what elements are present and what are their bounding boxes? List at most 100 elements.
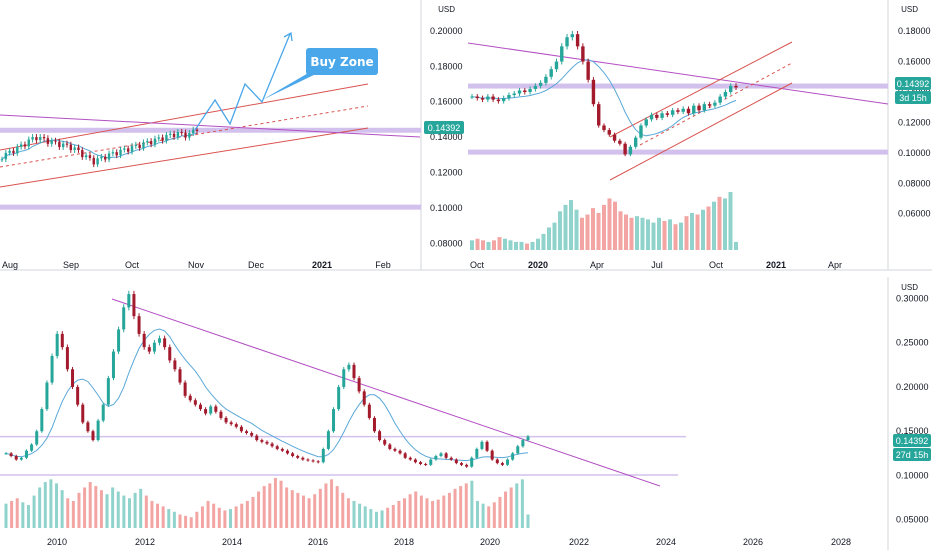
volume-bar [635, 216, 639, 250]
volume-bar [602, 204, 606, 250]
volume-bar [341, 492, 345, 528]
candle-body [142, 142, 145, 148]
candle-body [398, 450, 402, 454]
daily-channel-upper-line[interactable] [0, 83, 369, 151]
monthly-time-axis[interactable]: 2010 2012 2014 2016 2018 2020 2022 2024 2026 2028 [47, 537, 851, 547]
candle-body [575, 34, 580, 47]
candle-body [506, 459, 510, 465]
buy-zone-callout[interactable] [306, 48, 378, 75]
volume-bar [419, 495, 423, 528]
volume-bar [195, 511, 199, 528]
time-tick-label: 2018 [394, 537, 414, 547]
volume-bar [122, 495, 126, 528]
volume-bar [167, 509, 171, 528]
volume-bar [4, 503, 8, 528]
candle-body [413, 459, 417, 463]
candle-body [697, 105, 701, 111]
candle-body [449, 457, 453, 460]
support-level-band[interactable] [0, 127, 421, 133]
candle-body [250, 432, 254, 436]
candle-body [137, 316, 141, 334]
candle-body [591, 79, 596, 105]
monthly-resistance-trendline[interactable] [111, 298, 661, 487]
volume-bar [184, 515, 188, 528]
volume-bar [585, 214, 590, 250]
candle-body [612, 134, 617, 141]
time-tick-label: 2020 [480, 537, 500, 547]
candle-body [30, 444, 34, 451]
weekly-channel-upper-line[interactable] [609, 41, 793, 138]
price-tick-label: 0.14000 [430, 132, 463, 142]
daily-price-axis[interactable]: 0.20000 0.18000 0.16000 0.14000 0.12000 0.100… [430, 26, 463, 249]
volume-bar [60, 490, 64, 528]
time-tick-label: Dec [248, 260, 265, 270]
volume-bar [111, 487, 115, 528]
monthly-price-axis[interactable]: 0.30000 0.25000 0.20000 0.15000 0.10000 0.050… [896, 293, 929, 524]
volume-bar [296, 492, 300, 528]
weekly-chart-panel[interactable]: USD 0.180000.160000.140000.120000.100000… [467, 5, 931, 270]
weekly-resistance-trendline[interactable] [467, 42, 889, 105]
volume-bar [541, 233, 546, 250]
candle-body [198, 404, 202, 410]
candle-body [39, 137, 42, 141]
monthly-chart-panel[interactable]: USD 0.300000.250000.200000.150000.100000… [0, 283, 931, 547]
volume-bar [127, 498, 131, 528]
volume-bar [569, 200, 573, 250]
weekly-time-axis[interactable]: Oct 2020 Apr Jul Oct 2021 Apr [470, 260, 842, 270]
candle-body [178, 369, 182, 383]
candle-body [81, 404, 85, 423]
volume-bar [223, 510, 227, 528]
time-tick-label: Feb [375, 260, 391, 270]
candle-body [291, 453, 295, 457]
daily-channel-lower-line[interactable] [0, 127, 369, 188]
candle-body [12, 150, 15, 154]
candle-body [301, 457, 305, 460]
candle-body [332, 409, 336, 432]
daily-time-axis[interactable]: Aug Sep Oct Nov Dec 2021 Feb [2, 260, 391, 270]
time-tick-label: 2024 [656, 537, 676, 547]
candle-body [729, 85, 733, 92]
candle-body [50, 140, 53, 144]
weekly-last-price: 0.14392 [897, 79, 930, 89]
candle-body [692, 105, 696, 114]
candle-body [357, 378, 361, 392]
volume-bar [313, 494, 317, 528]
volume-bar [552, 222, 557, 250]
candle-body [184, 132, 187, 138]
volume-bar [530, 241, 535, 250]
candle-body [618, 140, 622, 144]
candle-body [565, 37, 569, 47]
candle-body [378, 431, 382, 441]
candle-body [149, 141, 153, 145]
projection-arrow-path[interactable] [194, 33, 291, 131]
volume-bar [514, 241, 518, 250]
volume-bar [397, 500, 401, 528]
candle-body [193, 400, 197, 405]
daily-resistance-trendline[interactable] [0, 114, 421, 138]
volume-bar [71, 500, 75, 528]
volume-bar [723, 198, 727, 250]
candle-body [188, 133, 191, 138]
support-level-band[interactable] [0, 204, 421, 210]
support-level-band[interactable] [468, 149, 888, 155]
weekly-price-axis[interactable]: 0.180000.160000.140000.120000.100000.080… [898, 26, 931, 219]
daily-channel-mid-line[interactable] [0, 105, 369, 168]
volume-bar [262, 486, 266, 528]
candle-body [126, 148, 130, 152]
candle-body [393, 448, 397, 451]
support-level-band[interactable] [468, 83, 888, 89]
time-tick-label: Oct [125, 260, 140, 270]
candle-body [24, 450, 28, 458]
daily-chart-panel[interactable]: Buy Zone USD 0.20000 0.18000 0.16000 0.1400… [0, 1, 464, 270]
candle-body [19, 144, 23, 147]
volume-bar [481, 240, 485, 250]
volume-bar [520, 479, 524, 528]
volume-bar [453, 488, 457, 528]
time-tick-label: Oct [470, 260, 485, 270]
weekly-channel-lower-line[interactable] [609, 82, 793, 181]
volume-bar [497, 237, 502, 250]
price-tick-label: 0.12000 [430, 168, 463, 178]
candle-body [55, 333, 59, 356]
candle-body [347, 364, 351, 370]
candle-body [670, 110, 675, 115]
